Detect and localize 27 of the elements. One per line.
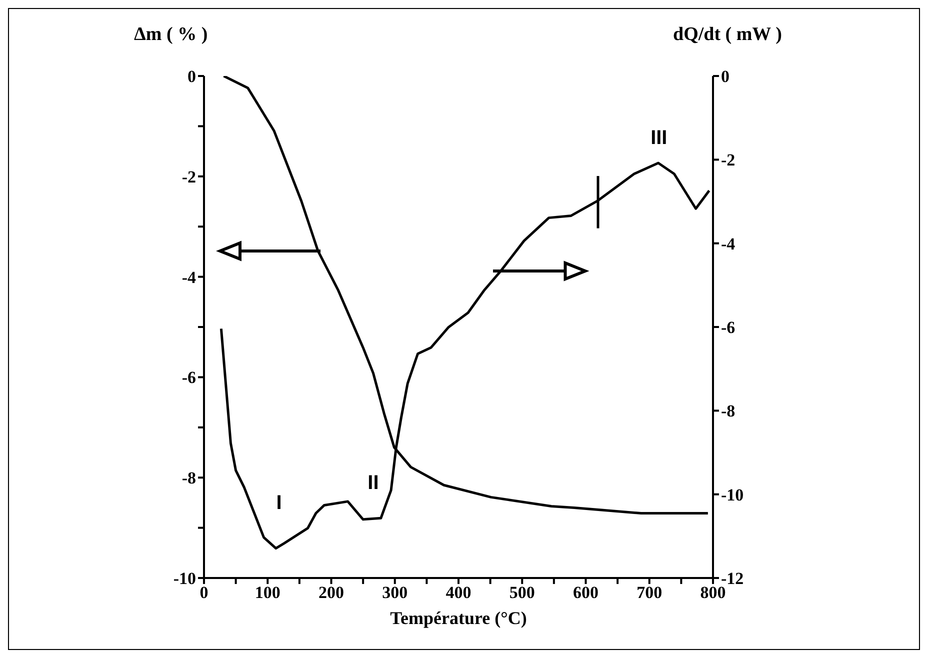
x-tick-label: 200 [318,583,344,602]
y2-tick-label: -2 [721,150,736,170]
x-tick-label: 300 [382,583,408,602]
y2-tick-label: -10 [721,485,744,504]
annotation: III [650,126,668,150]
y2-tick-label: -6 [721,318,736,338]
y-tick-label: -4 [182,268,196,287]
y2-tick-label: 0 [721,67,730,86]
y2-axis-title: dQ/dt ( mW ) [673,24,782,46]
x-tick-label: 700 [636,583,662,602]
y2-tick-label: -4 [721,234,736,254]
x-tick-label: 100 [254,583,280,602]
x-tick-label: 800 [700,583,726,602]
x-tick-label: 400 [446,583,472,602]
y-tick-label: -2 [182,167,196,186]
y-tick-label: -6 [182,368,196,388]
y-axis-title: Δm ( % ) [134,24,208,46]
y-tick-label: -8 [182,468,196,488]
x-tick-label: 500 [509,583,535,602]
x-axis-title: Température (°C) [389,608,528,629]
x-tick-label: 600 [573,583,598,602]
x-tick-label: 0 [200,583,208,602]
y2-tick-label: -8 [721,402,736,421]
y-tick-label: 0 [188,67,196,86]
annotation: I [275,490,283,515]
y-tick-label: -10 [173,569,196,588]
annotation: II [366,470,380,495]
